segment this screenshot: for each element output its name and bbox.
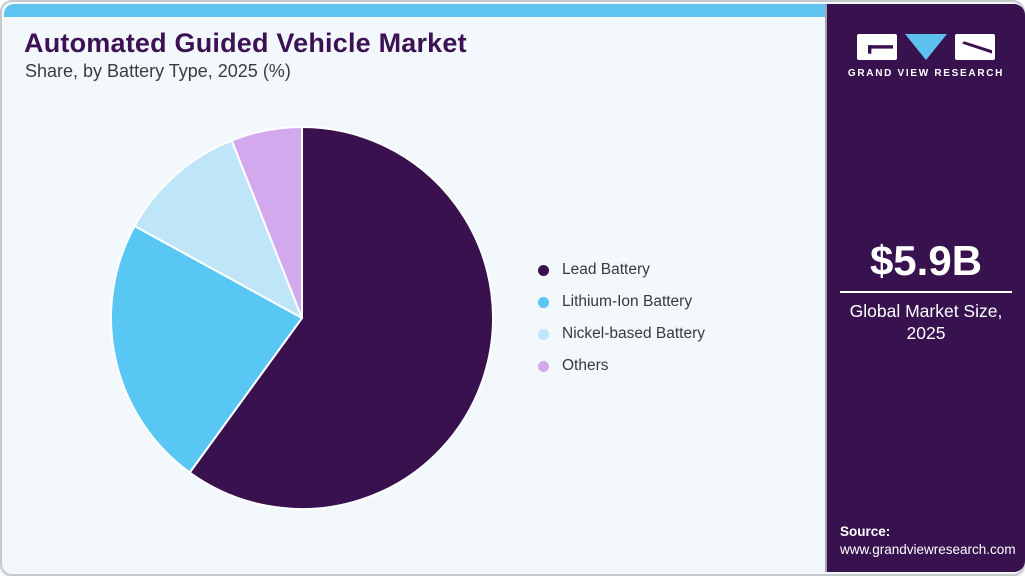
legend-label: Nickel-based Battery <box>562 325 706 342</box>
page-title: Automated Guided Vehicle Market <box>24 28 467 58</box>
legend-label: Lithium-Ion Battery <box>562 293 693 310</box>
pie-chart <box>110 126 494 510</box>
pie-legend: Lead Battery Lithium-Ion Battery Nickel-… <box>538 254 705 382</box>
legend-dot <box>538 264 549 276</box>
pie-slice-lead-battery <box>188 126 494 510</box>
legend-dot <box>538 360 549 372</box>
legend-dot <box>538 296 549 308</box>
legend-label: Lead Battery <box>562 261 650 278</box>
source-url[interactable]: www.grandviewresearch.com <box>840 542 1016 557</box>
legend-item-lead-battery: Lead Battery <box>538 254 705 286</box>
gvr-logo-mark <box>857 34 995 60</box>
pie-slice-others <box>230 126 303 319</box>
legend-dot <box>538 328 549 340</box>
market-size-divider <box>840 291 1012 293</box>
pie-slice-lithium-ion-battery <box>110 224 303 474</box>
market-size-label-line1: Global Market Size, <box>849 301 1003 321</box>
market-size-block: $5.9B Global Market Size, 2025 <box>827 240 1025 345</box>
top-accent-bar <box>4 4 825 17</box>
market-size-value: $5.9B <box>869 237 983 284</box>
source-label: Source: <box>840 524 891 539</box>
legend-item-others: Others <box>538 350 705 382</box>
source-block: Source: www.grandviewresearch.com <box>840 524 1016 557</box>
legend-label: Others <box>562 357 609 374</box>
market-size-label-line2: 2025 <box>906 323 946 344</box>
brand-name: GRAND VIEW RESEARCH <box>847 68 1005 79</box>
gvr-logo: GRAND VIEW RESEARCH <box>827 33 1025 79</box>
page-subtitle: Share, by Battery Type, 2025 (%) <box>25 61 291 81</box>
brand-sidebar: GRAND VIEW RESEARCH $5.9B Global Market … <box>825 4 1025 572</box>
legend-item-lithium-ion-battery: Lithium-Ion Battery <box>538 286 705 318</box>
pie-slice-nickel-based-battery <box>133 139 303 319</box>
legend-item-nickel-based-battery: Nickel-based Battery <box>538 318 705 350</box>
logo-v-triangle <box>905 34 947 60</box>
market-size-label: Global Market Size, 2025 <box>827 300 1025 345</box>
